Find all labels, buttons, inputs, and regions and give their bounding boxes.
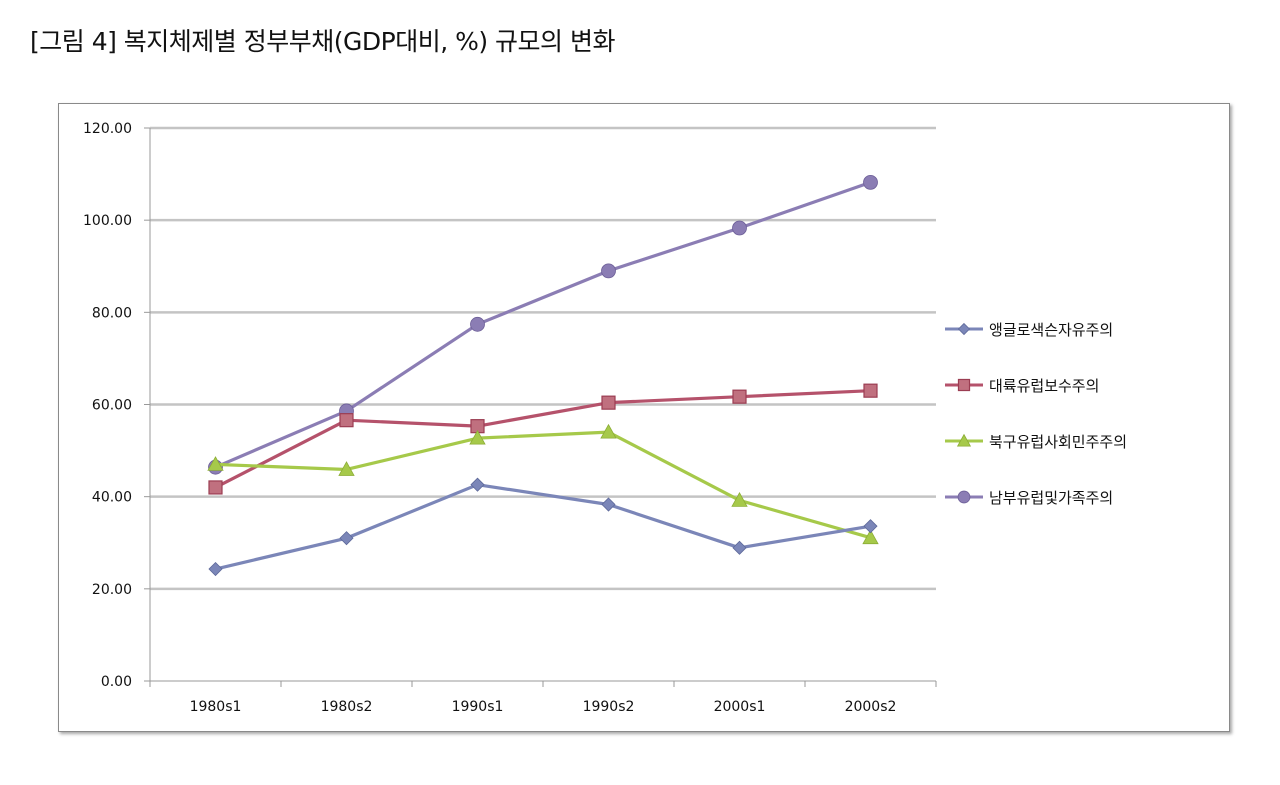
legend-swatch-marker [957, 378, 971, 392]
data-point [731, 492, 748, 507]
chart-frame [58, 103, 1230, 732]
x-tick-label: 1980s2 [321, 699, 373, 715]
data-point [338, 461, 355, 476]
x-tick-label: 1990s1 [452, 699, 504, 715]
legend-swatch-marker [957, 322, 971, 336]
legend-item: 남부유럽및가족주의 [945, 489, 1113, 507]
y-tick-label: 20.00 [92, 582, 132, 598]
series-line [215, 483, 871, 571]
data-point [208, 480, 223, 495]
y-tick-label: 80.00 [92, 305, 132, 321]
axes: 0.00 20.00 40.00 60.00 80.00 100.00 120.00 1980… [83, 121, 937, 715]
legend-item: 북구유럽사회민주주의 [945, 433, 1127, 451]
legend-label: 대륙유럽보수주의 [989, 377, 1099, 395]
data-point [339, 413, 354, 428]
legend-label: 북구유럽사회민주주의 [989, 433, 1127, 451]
data-point [601, 497, 616, 512]
data-point [207, 456, 224, 471]
x-tick-label: 1990s2 [583, 699, 635, 715]
data-point [732, 389, 747, 404]
legend-swatch-marker [957, 490, 971, 504]
data-point [732, 220, 747, 236]
y-tick-label: 40.00 [92, 490, 132, 506]
legend-swatch-marker [956, 433, 972, 447]
data-point [601, 395, 616, 410]
data-point [470, 316, 485, 332]
data-point [339, 531, 354, 546]
legend-label: 앵글로색슨자유주의 [989, 321, 1113, 339]
series-line [215, 430, 871, 540]
series-lines [207, 174, 879, 577]
data-point [600, 423, 617, 439]
series-diamond [208, 477, 878, 577]
y-tick-label: 100.00 [83, 213, 132, 229]
data-point [863, 519, 878, 534]
data-point [470, 477, 485, 492]
data-point [601, 263, 616, 279]
y-tick-label: 0.00 [101, 674, 132, 690]
x-tick-label: 2000s1 [714, 699, 766, 715]
y-tick-label: 60.00 [92, 398, 132, 414]
x-tick-label: 2000s2 [845, 699, 897, 715]
data-point [863, 174, 878, 190]
legend-item: 대륙유럽보수주의 [945, 377, 1099, 395]
data-point [208, 561, 223, 577]
y-tick-label: 120.00 [83, 121, 132, 137]
data-point [469, 429, 486, 445]
series-line [214, 389, 871, 489]
x-tick-label: 1980s1 [190, 699, 242, 715]
legend-item: 앵글로색슨자유주의 [945, 321, 1113, 339]
grid-lines [150, 126, 936, 591]
figure-title: [그림 4] 복지체제별 정부부채(GDP대비, %) 규모의 변화 [30, 27, 616, 56]
legend-label: 남부유럽및가족주의 [989, 489, 1113, 507]
series-line [214, 180, 872, 469]
series-triangle [207, 423, 879, 545]
data-point [732, 540, 747, 555]
data-point [862, 529, 879, 545]
series-square [208, 383, 878, 495]
data-point [863, 383, 878, 398]
